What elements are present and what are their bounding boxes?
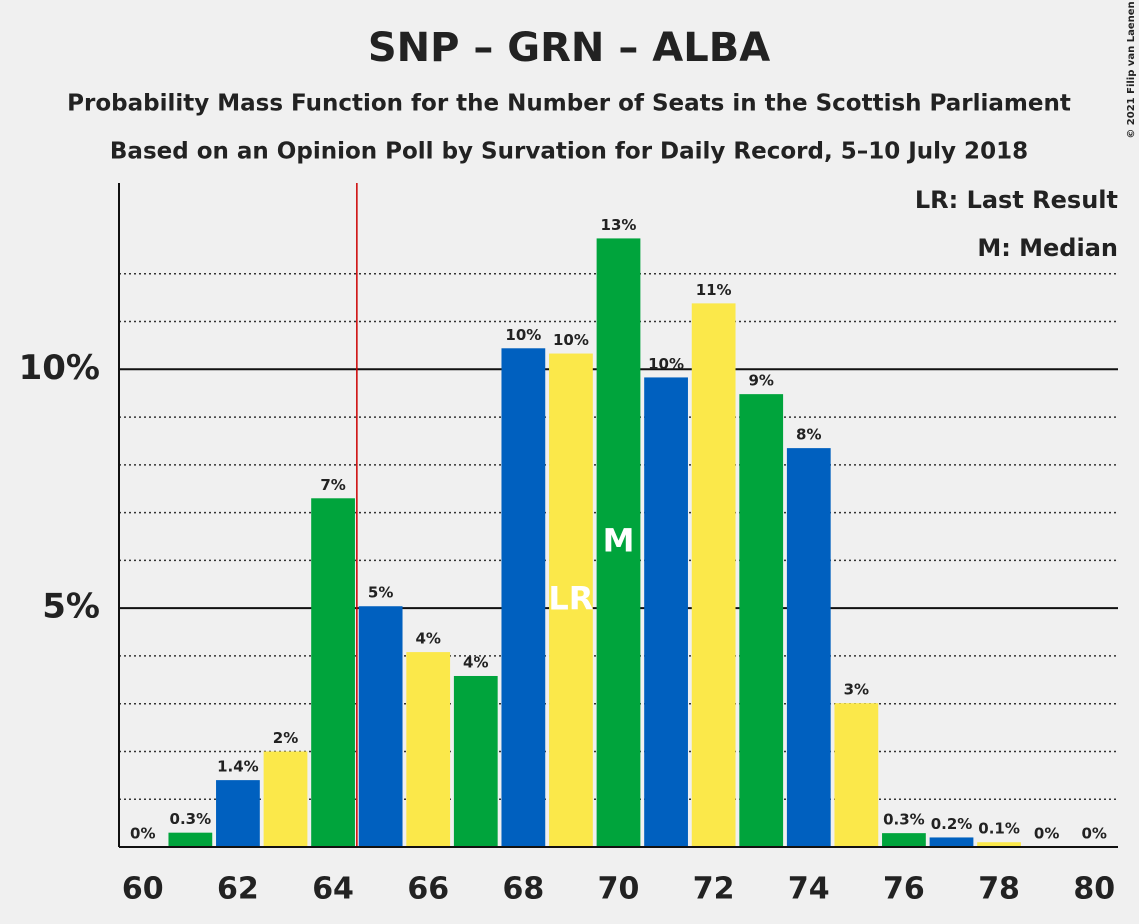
bar: [739, 394, 784, 847]
bar: [882, 833, 926, 847]
x-tick-label: 74: [788, 872, 830, 907]
legend-entry: LR: Last Result: [915, 186, 1118, 214]
bar: [644, 377, 688, 847]
value-label: 4%: [463, 653, 488, 671]
legend-background: [930, 183, 1119, 221]
value-label: 0%: [1034, 825, 1059, 843]
value-label: 0%: [1081, 825, 1106, 843]
value-label: 5%: [368, 584, 393, 602]
x-tick-label: 60: [122, 872, 164, 907]
value-label: 9%: [748, 372, 773, 390]
subtitle: Based on an Opinion Poll by Survation fo…: [110, 139, 1028, 165]
value-label: 10%: [553, 331, 589, 349]
value-label: 0.2%: [931, 815, 973, 833]
x-tick-label: 76: [883, 872, 925, 907]
chart-title: SNP – GRN – ALBA: [368, 25, 770, 71]
legend-background: [930, 231, 1119, 269]
bar: [596, 238, 641, 847]
bar-marker: M: [603, 522, 635, 560]
bar: [501, 348, 546, 847]
legend-entry: M: Median: [977, 234, 1118, 262]
x-tick-label: 80: [1073, 872, 1115, 907]
x-tick-label: 68: [502, 872, 544, 907]
bar: [786, 448, 831, 847]
value-label: 3%: [844, 681, 869, 699]
x-tick-label: 72: [693, 872, 735, 907]
bar-marker: LR: [548, 579, 593, 617]
value-label: 8%: [796, 426, 821, 444]
value-label: 10%: [505, 326, 541, 344]
x-tick-label: 64: [312, 872, 354, 907]
value-label: 0.3%: [883, 811, 925, 829]
copyright: © 2021 Filip van Laenen: [1126, 1, 1137, 138]
bar: [977, 842, 1021, 847]
value-label: 10%: [648, 355, 684, 373]
value-label: 13%: [601, 216, 637, 234]
y-tick-label: 10%: [19, 348, 100, 388]
subtitle: Probability Mass Function for the Number…: [67, 91, 1071, 117]
bar: [216, 780, 260, 847]
value-label: 2%: [273, 729, 298, 747]
value-label: 4%: [415, 630, 440, 648]
bar: [834, 703, 879, 847]
bar: [691, 303, 736, 847]
value-label: 0%: [130, 825, 155, 843]
value-label: 7%: [320, 476, 345, 494]
value-label: 11%: [696, 281, 732, 299]
value-label: 0.3%: [170, 810, 212, 828]
bar: [929, 837, 974, 847]
x-tick-label: 78: [978, 872, 1020, 907]
y-tick-label: 5%: [42, 587, 100, 627]
bar: [406, 652, 451, 847]
bar: [168, 832, 213, 847]
value-label: 1.4%: [217, 758, 259, 776]
x-tick-label: 70: [598, 872, 640, 907]
x-tick-label: 66: [407, 872, 449, 907]
x-tick-label: 62: [217, 872, 259, 907]
bar: [358, 606, 403, 847]
bar: [311, 498, 355, 847]
bar: [549, 353, 593, 847]
bar: [263, 751, 308, 847]
bar: [453, 675, 498, 847]
value-label: 0.1%: [978, 820, 1020, 838]
